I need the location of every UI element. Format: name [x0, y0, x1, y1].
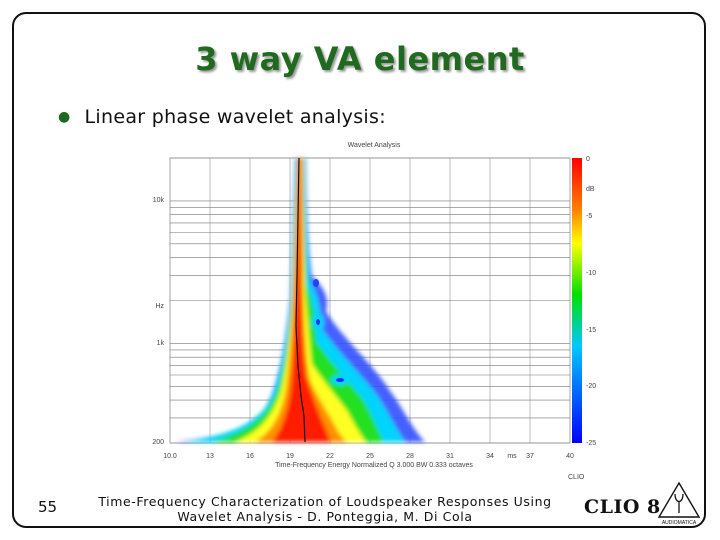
group-delay-trace: [295, 157, 306, 443]
bullet-item: ● Linear phase wavelet analysis:: [58, 106, 386, 128]
wavelet-chart: 10k Hz 1k 200 10.0 13 16 19 22 25 28 31 …: [152, 142, 596, 481]
colorbar: [572, 158, 582, 443]
chart-title: Wavelet Analysis: [348, 142, 401, 149]
audiomatica-logo-icon: AUDIOMATICA: [657, 481, 701, 526]
slide-frame: [12, 12, 706, 528]
x-tick-label: 10.0: [163, 453, 177, 460]
colorbar-tick-label: -10: [586, 270, 596, 277]
bullet-text: Linear phase wavelet analysis:: [84, 106, 386, 128]
x-tick-label: 34: [486, 453, 494, 460]
brand-label: CLIO: [568, 474, 585, 481]
colorbar-unit-label: dB: [586, 186, 595, 193]
energy-contour-red: [272, 158, 332, 442]
y-tick-label: 10k: [153, 197, 165, 204]
x-tick-label: 37: [526, 453, 534, 460]
x-tick-label: 31: [446, 453, 454, 460]
x-tick-label: 40: [566, 453, 574, 460]
footer-line-1: Time-Frequency Characterization of Louds…: [98, 494, 552, 509]
x-axis-title: Time-Frequency Energy Normalized Q 3.000…: [275, 462, 473, 469]
y-tick-label: 1k: [157, 340, 165, 347]
colorbar-tick-label: -25: [586, 440, 596, 447]
footer-citation: Time-Frequency Characterization of Louds…: [90, 494, 560, 524]
y-axis-labels: 10k Hz 1k 200: [152, 197, 164, 446]
logo-text: CLIO 8: [584, 496, 661, 518]
energy-island-core: [313, 279, 319, 287]
bullet-icon: ●: [58, 109, 71, 125]
energy-contour-orange: [255, 158, 348, 442]
colorbar-labels: 0 dB -5 -10 -15 -20 -25: [586, 156, 596, 447]
slide-title: 3 way VA element: [195, 40, 525, 78]
x-axis-labels: 10.0 13 16 19 22 25 28 31 34 37 40 ms: [163, 453, 574, 460]
x-unit-label: ms: [507, 453, 517, 460]
x-tick-label: 13: [206, 453, 214, 460]
colorbar-tick-label: -15: [586, 327, 596, 334]
y-tick-label: 200: [152, 439, 164, 446]
logo-subtext: AUDIOMATICA: [662, 520, 697, 526]
x-tick-label: 22: [326, 453, 334, 460]
chart-grid: [169, 157, 571, 444]
footer-line-2: Wavelet Analysis - D. Ponteggia, M. Di C…: [177, 509, 473, 524]
colorbar-tick-label: -5: [586, 213, 592, 220]
page-number: 55: [38, 498, 58, 516]
energy-island-core: [316, 319, 320, 325]
x-tick-label: 28: [406, 453, 414, 460]
x-tick-label: 16: [246, 453, 254, 460]
colorbar-tick-label: 0: [586, 156, 590, 163]
y-tick-label: Hz: [155, 303, 164, 310]
clio-logo: CLIO 8 AUDIOMATICA: [584, 480, 702, 526]
colorbar-tick-label: -20: [586, 383, 596, 390]
x-tick-label: 25: [366, 453, 374, 460]
energy-island-core: [336, 378, 344, 382]
x-tick-label: 19: [286, 453, 294, 460]
